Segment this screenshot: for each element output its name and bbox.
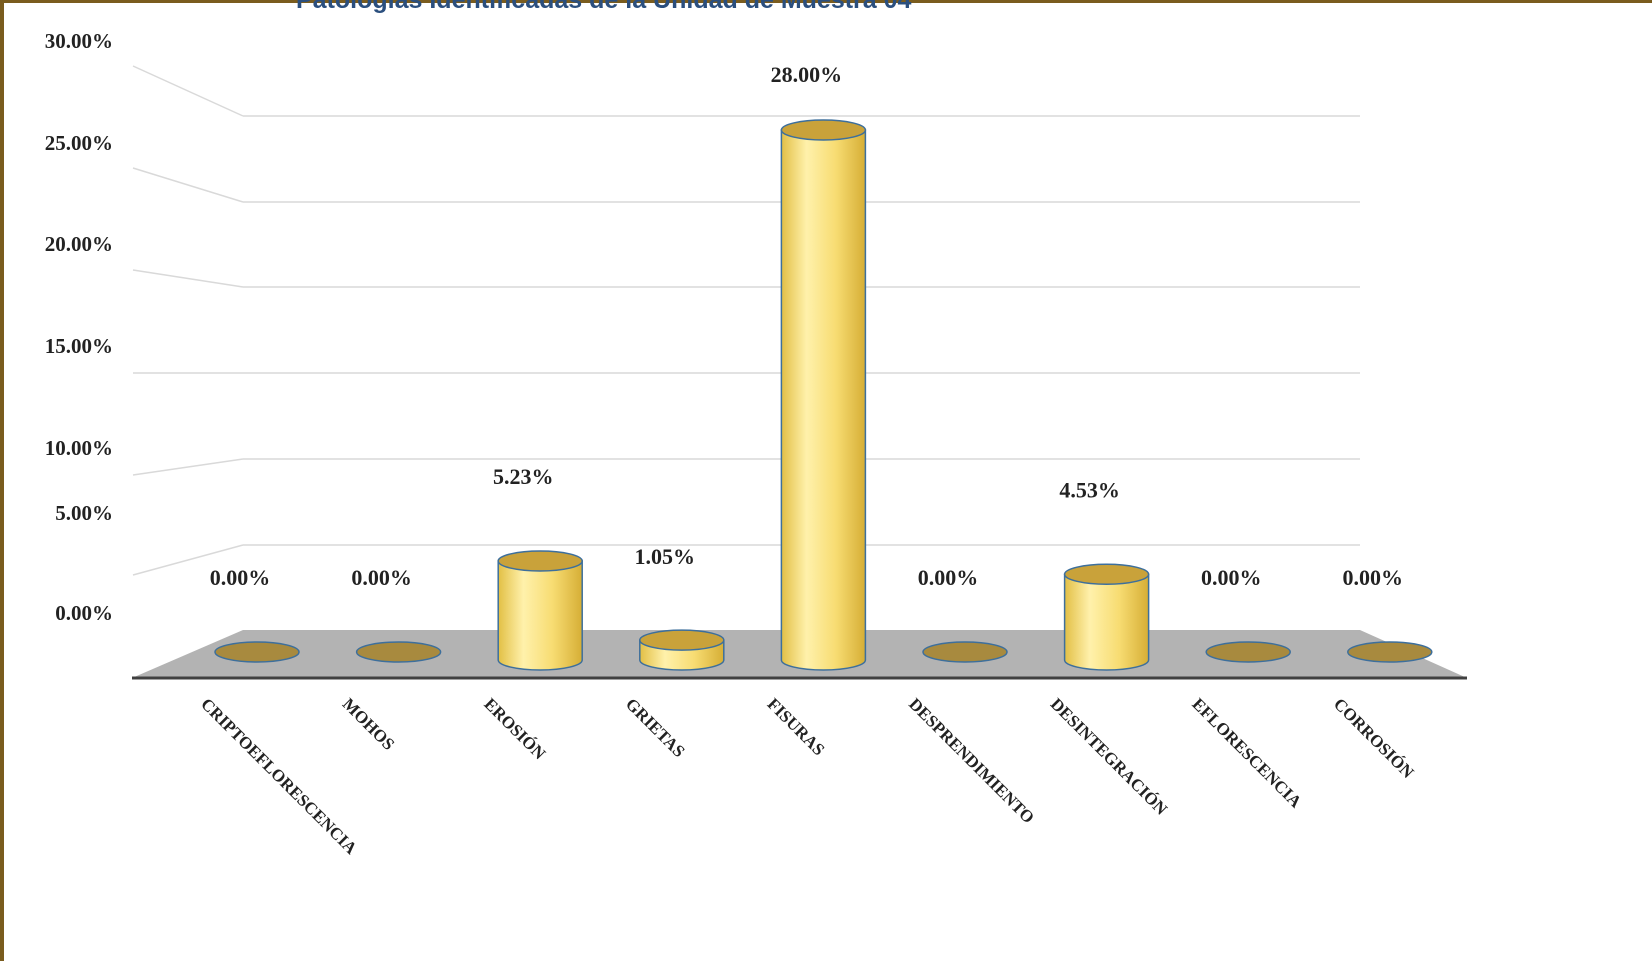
bars (214, 119, 1433, 671)
data-label: 4.53% (1059, 477, 1120, 502)
bar-top (214, 641, 300, 663)
gridlines (132, 65, 1360, 576)
x-tick-label: CORROSIÓN (1330, 694, 1418, 782)
y-tick-label: 25.00% (45, 131, 113, 155)
y-tick-label: 0.00% (55, 601, 113, 625)
bar-desprendimiento (922, 641, 1008, 663)
gridline-wall (132, 544, 244, 576)
bar-top (639, 629, 725, 651)
x-tick-label: DESINTEGRACIÓN (1047, 694, 1172, 819)
bar-desintegracion (1063, 563, 1150, 671)
data-label: 0.00% (1343, 565, 1404, 590)
y-tick-label: 10.00% (45, 436, 113, 460)
data-labels: 0.00% 0.00% 5.23% 1.05% 28.00% 0.00% 4.53% 0.00… (210, 62, 1403, 590)
x-tick-label: FISURAS (764, 694, 829, 759)
y-axis-ticks: 0.00% 5.00% 10.00% 15.00% 20.00% 25.00% 30.00% (45, 29, 113, 625)
y-tick-label: 5.00% (55, 501, 113, 525)
bar-top (497, 550, 583, 572)
data-label: 28.00% (771, 62, 843, 87)
bar-top (922, 641, 1008, 663)
data-label: 0.00% (351, 565, 412, 590)
chart-title: Patologías Identificadas de la Unidad de… (296, 0, 912, 14)
bar-body (1063, 573, 1150, 671)
bar-top (1347, 641, 1433, 663)
y-tick-label: 20.00% (45, 232, 113, 256)
x-tick-label: DESPRENDIMIENTO (905, 694, 1038, 827)
data-label: 1.05% (635, 544, 696, 569)
bar-body (780, 129, 867, 671)
bar-top (1205, 641, 1291, 663)
bar-body (497, 560, 583, 671)
bar-criptoeflorescencia (214, 641, 300, 663)
gridline-wall (132, 458, 244, 476)
data-label: 0.00% (918, 565, 979, 590)
data-label: 5.23% (493, 464, 554, 489)
x-tick-label: EROSIÓN (480, 694, 549, 763)
bar-top (1063, 563, 1150, 586)
gridline-wall (132, 269, 244, 288)
y-tick-label: 30.00% (45, 29, 113, 53)
bar-top (780, 119, 867, 141)
x-tick-label: MOHOS (339, 694, 399, 754)
bar-grietas (639, 629, 725, 671)
bar-mohos (355, 641, 442, 663)
bar-fisuras (780, 119, 867, 671)
gridline-wall (132, 167, 244, 203)
bar-top (355, 641, 442, 663)
bar-corrosion (1347, 641, 1433, 663)
bar-eflorescencia (1205, 641, 1291, 663)
x-tick-label: GRIETAS (622, 694, 689, 761)
data-label: 0.00% (1201, 565, 1262, 590)
data-label: 0.00% (210, 565, 271, 590)
bar-erosion (497, 550, 583, 671)
y-tick-label: 15.00% (45, 334, 113, 358)
x-tick-label: CRIPTOEFLORESCENCIA (197, 694, 361, 858)
gridline-wall (132, 65, 244, 117)
x-tick-label: EFLORESCENCIA (1188, 694, 1305, 811)
